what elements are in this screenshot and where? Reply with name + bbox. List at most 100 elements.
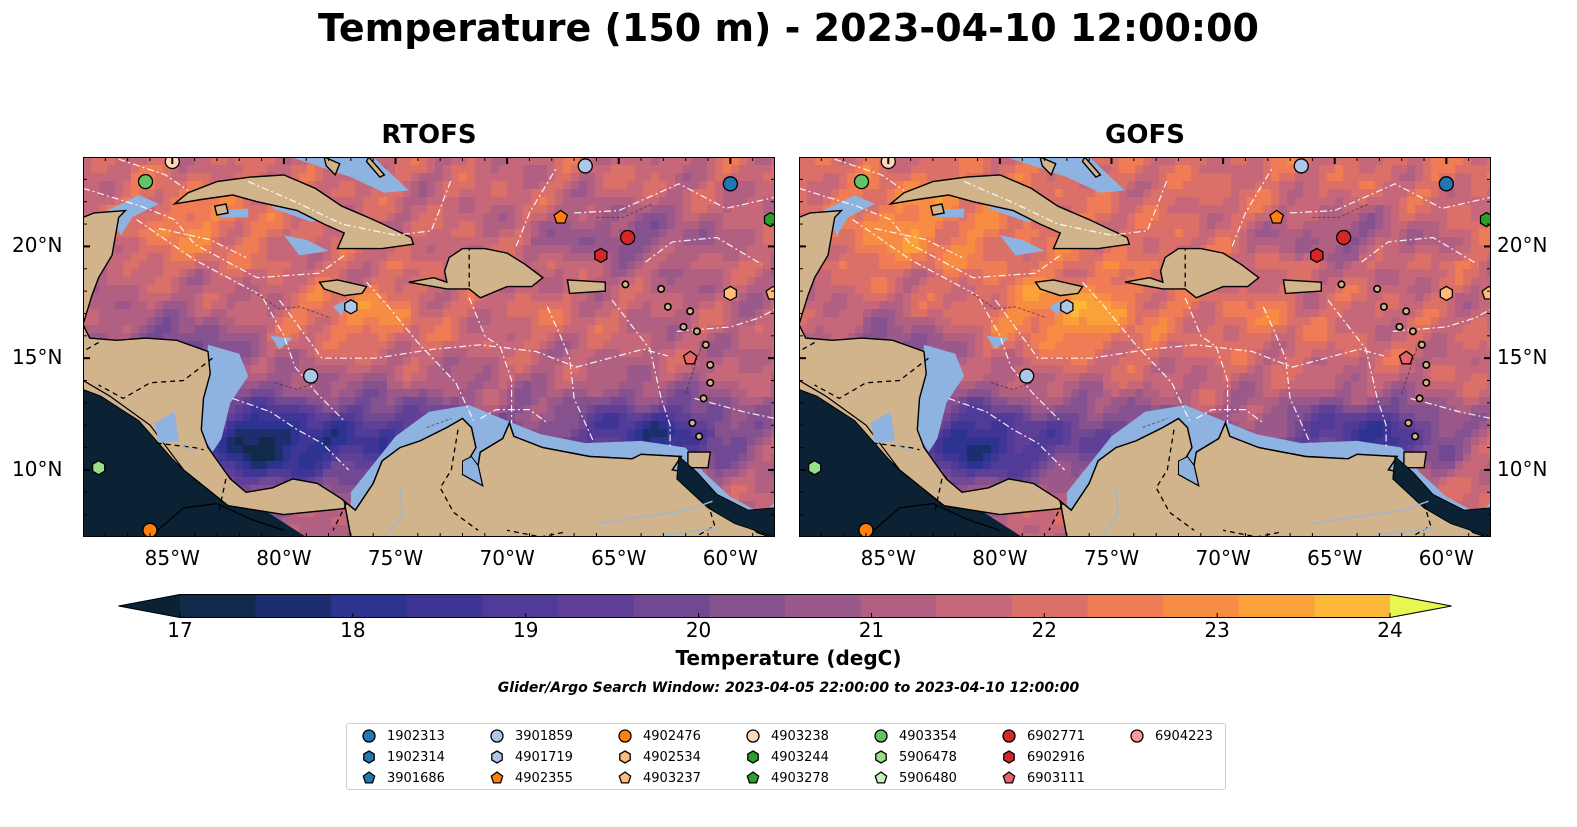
float-marker-6903111-11[interactable]	[682, 350, 698, 365]
legend-label: 6902771	[1027, 728, 1085, 744]
colorbar-bin	[785, 594, 862, 618]
float-legend: 1902313 1902314 3901686 3901859 4901719 49023…	[346, 723, 1226, 790]
float-marker-6903111-11[interactable]	[1398, 350, 1414, 365]
float-marker-4902355-5[interactable]	[1269, 209, 1285, 224]
legend-marker[interactable]	[1003, 750, 1015, 764]
legend-marker[interactable]	[874, 771, 888, 784]
colorbar-tick-label: 18	[340, 618, 366, 642]
legend-marker[interactable]	[875, 750, 887, 764]
colorbar-bin	[255, 594, 332, 618]
circle-marker-icon	[362, 729, 376, 743]
float-marker-3901859-2[interactable]	[1293, 158, 1309, 174]
hexagon-marker-icon	[491, 750, 503, 764]
legend-item: 3901859	[489, 726, 573, 746]
legend-label: 4902534	[643, 749, 701, 765]
lon-tick-label: 70°W	[479, 546, 535, 570]
circle-marker-icon	[874, 729, 888, 743]
float-marker-4902534-8[interactable]	[723, 285, 738, 302]
legend-item: 4903237	[617, 768, 701, 788]
lat-tick-label-right: 20°N	[1497, 233, 1548, 258]
legend-marker[interactable]	[747, 750, 759, 764]
colorbar-tick-label: 19	[512, 618, 539, 642]
legend-label: 1902314	[387, 749, 445, 765]
legend-marker[interactable]	[746, 771, 760, 784]
colorbar-extend-max	[1390, 594, 1452, 618]
float-marker-4903244-4[interactable]	[1479, 211, 1492, 228]
legend-marker[interactable]	[618, 729, 632, 743]
float-marker-5906478-13[interactable]	[807, 459, 822, 476]
float-marker-4903354-0[interactable]	[853, 173, 870, 190]
float-marker-6902916-7[interactable]	[1310, 247, 1324, 264]
legend-label: 5906478	[899, 749, 957, 765]
lon-tick-label: 75°W	[1083, 546, 1140, 570]
lat-tick-label-left: 20°N	[12, 233, 63, 258]
float-marker-4902476-14[interactable]	[858, 522, 874, 537]
float-marker-1902313-3[interactable]	[1438, 176, 1455, 192]
float-marker-6902771-6[interactable]	[1336, 229, 1352, 246]
float-marker-4902476-14[interactable]	[142, 522, 158, 537]
legend-marker[interactable]	[490, 771, 504, 784]
colorbar-bin	[936, 594, 1013, 618]
float-marker-1902313-3[interactable]	[722, 176, 739, 192]
legend-item: 6902916	[1001, 747, 1085, 767]
legend-label: 6904223	[1155, 728, 1213, 744]
legend-marker[interactable]	[1002, 771, 1016, 784]
legend-marker[interactable]	[618, 771, 632, 784]
legend-marker[interactable]	[1130, 729, 1144, 743]
legend-marker[interactable]	[363, 750, 375, 764]
lon-tick-label: 70°W	[1195, 546, 1251, 570]
float-marker-6902916-7[interactable]	[594, 247, 608, 264]
float-marker-3901859-2[interactable]	[577, 158, 593, 174]
legend-label: 6902916	[1027, 749, 1085, 765]
legend-marker[interactable]	[362, 729, 376, 743]
float-marker-5906478-13[interactable]	[91, 459, 106, 476]
circle-marker-icon	[618, 729, 632, 743]
float-marker-4902534-8[interactable]	[1439, 285, 1454, 302]
colorbar	[118, 594, 1452, 618]
float-marker-6902771-6[interactable]	[620, 229, 636, 246]
legend-marker[interactable]	[874, 729, 888, 743]
lon-tick-label: 60°W	[1418, 546, 1474, 570]
float-marker-4903237-9[interactable]	[1481, 285, 1491, 300]
lon-tick-label: 65°W	[591, 546, 647, 570]
colorbar-bin	[1011, 594, 1089, 618]
float-marker-4903237-9[interactable]	[765, 285, 775, 300]
legend-item: 4903354	[873, 726, 957, 746]
colorbar-bin	[1163, 594, 1240, 618]
legend-label: 4903238	[771, 728, 829, 744]
legend-item: 4902476	[617, 726, 701, 746]
float-marker-4901719-10[interactable]	[1060, 299, 1074, 315]
colorbar-bin	[860, 594, 937, 618]
legend-item: 4902355	[489, 768, 573, 788]
legend-item: 5906480	[873, 768, 957, 788]
float-marker-3901859-12[interactable]	[303, 368, 319, 384]
legend-item: 1902314	[361, 747, 445, 767]
legend-marker[interactable]	[491, 750, 503, 764]
float-marker-4903354-0[interactable]	[137, 173, 154, 190]
float-marker-4903244-4[interactable]	[763, 211, 776, 228]
legend-marker[interactable]	[1002, 729, 1016, 743]
legend-marker[interactable]	[490, 729, 504, 743]
legend-label: 1902313	[387, 728, 445, 744]
float-marker-4901719-10[interactable]	[344, 299, 358, 315]
float-marker-3901859-12[interactable]	[1019, 368, 1035, 384]
pentagon-marker-icon	[1002, 771, 1016, 784]
map-panel-gofs[interactable]	[799, 157, 1491, 537]
hexagon-marker-icon	[747, 750, 759, 764]
legend-marker[interactable]	[619, 750, 631, 764]
lat-tick-label-right: 10°N	[1497, 456, 1548, 481]
colorbar-title: Temperature (degC)	[675, 646, 902, 670]
pentagon-marker-icon	[618, 771, 632, 784]
search-window-caption: Glider/Argo Search Window: 2023-04-05 22…	[497, 680, 1080, 696]
float-marker-4902355-5[interactable]	[553, 209, 569, 224]
legend-item: 4902534	[617, 747, 701, 767]
legend-marker[interactable]	[746, 729, 760, 743]
legend-label: 4901719	[515, 749, 573, 765]
legend-marker[interactable]	[362, 771, 376, 784]
map-panel-rtofs[interactable]	[83, 157, 775, 537]
colorbar-bin	[709, 594, 786, 618]
lon-tick-label: 65°W	[1307, 546, 1363, 570]
pentagon-marker-icon	[490, 771, 504, 784]
legend-item: 3901686	[361, 768, 445, 788]
map-canvas-rtofs	[83, 157, 775, 537]
